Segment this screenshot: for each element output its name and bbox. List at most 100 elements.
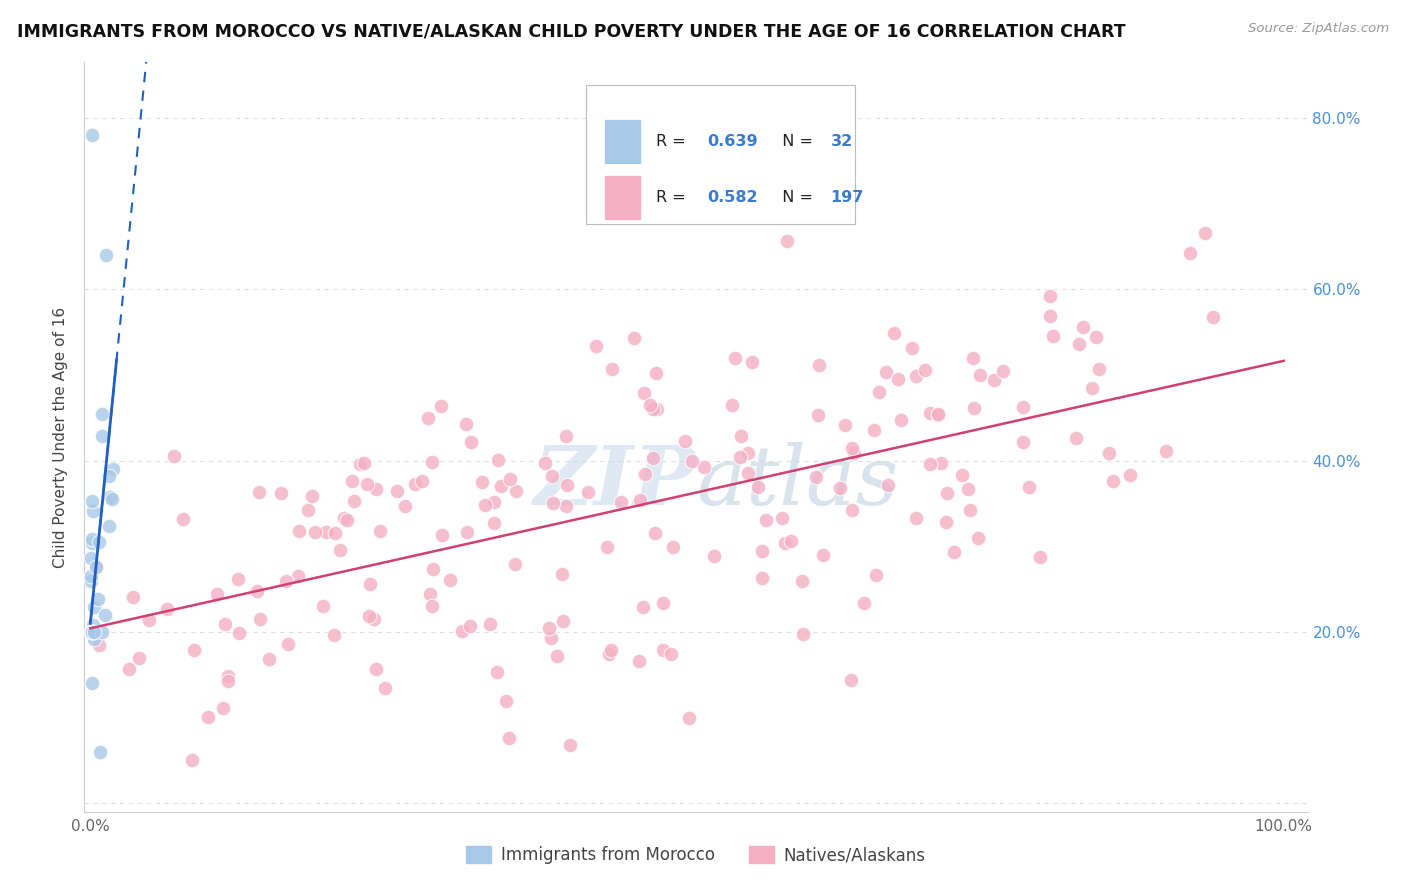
FancyBboxPatch shape — [586, 85, 855, 224]
Point — [343, 494, 366, 508]
Point — [211, 701, 233, 715]
Point — [600, 643, 623, 657]
Point — [868, 385, 890, 400]
Point — [474, 498, 496, 512]
Point — [918, 406, 941, 420]
Point — [98, 490, 121, 504]
Point — [451, 624, 474, 639]
Point — [297, 503, 319, 517]
Point — [98, 468, 121, 483]
Point — [962, 351, 984, 365]
Point — [628, 492, 651, 507]
Point — [181, 753, 204, 767]
Point — [288, 524, 311, 538]
Point — [792, 626, 814, 640]
Point — [122, 590, 145, 604]
Point — [430, 400, 453, 414]
Point — [862, 423, 884, 437]
Point — [359, 577, 381, 591]
Point — [942, 544, 965, 558]
Point — [737, 466, 759, 480]
Point — [301, 489, 323, 503]
Point — [839, 673, 862, 688]
Y-axis label: Child Poverty Under the Age of 16: Child Poverty Under the Age of 16 — [53, 307, 69, 567]
Point — [790, 574, 813, 589]
Point — [841, 503, 863, 517]
Point — [420, 455, 443, 469]
Point — [963, 401, 986, 415]
Point — [486, 453, 509, 467]
Point — [90, 624, 112, 639]
Point — [633, 600, 655, 615]
Point — [323, 526, 346, 541]
Point — [217, 669, 239, 683]
Point — [217, 673, 239, 688]
Point — [84, 558, 107, 573]
Point — [747, 480, 769, 494]
Point — [80, 624, 103, 639]
Point — [553, 614, 575, 628]
Point — [804, 470, 827, 484]
Point — [534, 456, 557, 470]
Point — [432, 528, 454, 542]
Point — [495, 694, 517, 708]
Point — [491, 479, 513, 493]
Point — [336, 513, 359, 527]
Point — [83, 599, 105, 614]
Point — [595, 540, 617, 554]
Point — [724, 351, 747, 365]
Point — [751, 571, 773, 585]
Point — [914, 363, 936, 377]
Point — [101, 462, 124, 476]
Point — [422, 562, 444, 576]
Point — [560, 739, 582, 753]
Point — [363, 612, 385, 626]
Point — [277, 637, 299, 651]
Point — [877, 477, 900, 491]
Point — [118, 661, 141, 675]
Point — [905, 368, 928, 383]
Point — [728, 450, 751, 464]
Point — [419, 587, 441, 601]
Point — [82, 676, 104, 690]
Point — [929, 456, 952, 470]
Point — [197, 710, 219, 724]
Point — [811, 548, 834, 562]
Point — [901, 341, 924, 355]
Point — [950, 467, 973, 482]
Point — [80, 569, 103, 583]
Point — [287, 569, 309, 583]
Point — [662, 541, 685, 555]
Point — [966, 532, 988, 546]
Point — [90, 407, 112, 421]
Point — [546, 649, 568, 664]
Text: N =: N = — [772, 134, 818, 149]
Point — [730, 429, 752, 443]
Point — [721, 398, 744, 412]
Point — [555, 429, 578, 443]
Point — [678, 711, 700, 725]
Point — [485, 665, 508, 680]
Point — [1012, 401, 1035, 415]
Point — [80, 536, 103, 550]
Point — [353, 456, 375, 470]
Point — [1087, 362, 1109, 376]
Point — [82, 624, 104, 639]
Point — [598, 647, 620, 661]
Point — [312, 599, 335, 613]
Point — [1098, 446, 1121, 460]
Point — [84, 560, 107, 574]
Point — [623, 331, 645, 345]
Point — [214, 616, 236, 631]
Point — [357, 609, 380, 624]
Point — [87, 535, 110, 549]
Point — [555, 499, 578, 513]
Point — [638, 398, 661, 412]
Point — [498, 731, 520, 745]
Point — [1018, 480, 1040, 494]
Point — [887, 372, 910, 386]
Point — [927, 408, 949, 422]
Point — [652, 596, 675, 610]
Text: R =: R = — [655, 134, 690, 149]
Text: N =: N = — [772, 190, 818, 205]
